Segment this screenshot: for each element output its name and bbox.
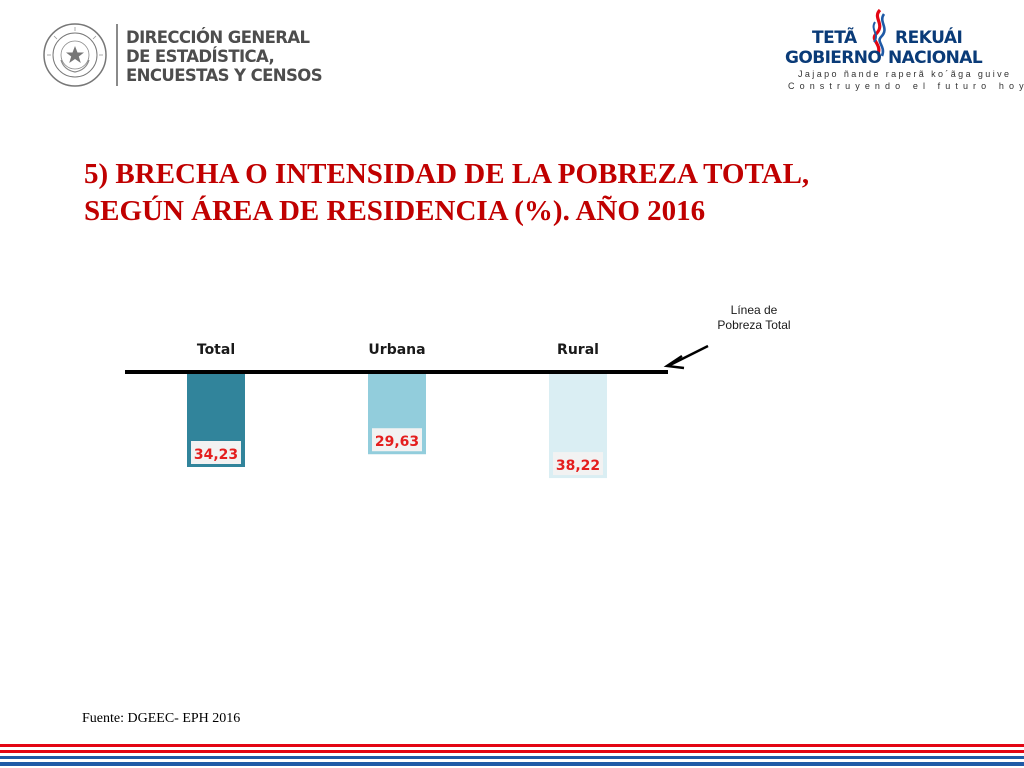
poverty-line-label-2: Pobreza Total: [717, 318, 790, 332]
stripe-red-bottom: [0, 750, 1024, 753]
footer-flag-stripes: [0, 741, 1024, 768]
dgeec-wordmark: DIRECCIÓN GENERAL DE ESTADÍSTICA, ENCUES…: [126, 28, 323, 85]
value-label-total: 34,23: [194, 447, 238, 463]
logo-word-nacional: NACIONAL: [888, 48, 983, 68]
slide-title-line-1: 5) BRECHA O INTENSIDAD DE LA POBREZA TOT…: [84, 158, 810, 190]
logo-word-teta: TETÃ: [812, 28, 857, 48]
paraguay-seal-icon: [43, 23, 107, 87]
arrow-head-icon: [663, 355, 685, 370]
logo-divider: [116, 24, 118, 86]
flag-flame-icon: [872, 8, 886, 57]
category-label-rural: Rural: [557, 342, 599, 358]
source-note: Fuente: DGEEC- EPH 2016: [82, 711, 241, 726]
dgeec-logo: DIRECCIÓN GENERAL DE ESTADÍSTICA, ENCUES…: [42, 22, 332, 88]
logo-motto-spanish: Construyendo el futuro hoy: [788, 81, 1024, 91]
arrow-shaft: [669, 344, 709, 367]
category-label-urbana: Urbana: [368, 342, 425, 358]
value-label-box-total: [191, 441, 241, 464]
poverty-line-label-1: Línea de: [731, 303, 778, 317]
logo-motto-guarani: Jajapo ñande raperã ko´ãga guive: [798, 69, 1012, 79]
value-label-box-rural: [553, 452, 603, 476]
value-label-urbana: 29,63: [375, 434, 419, 450]
stripe-blue-bottom: [0, 762, 1024, 766]
stripe-red-top: [0, 744, 1024, 747]
dgeec-line-1: DIRECCIÓN GENERAL: [126, 28, 310, 47]
logo-word-rekuai: REKUÁI: [895, 28, 963, 48]
logo-word-gobierno: GOBIERNO: [785, 48, 882, 68]
gobierno-nacional-logo: TETÃ REKUÁI GOBIERNO NACIONAL Jajapo ñan…: [784, 8, 1024, 91]
slide-title-line-2: SEGÚN ÁREA DE RESIDENCIA (%). AÑO 2016: [84, 195, 706, 227]
value-label-box-urbana: [372, 428, 422, 452]
dgeec-line-3: ENCUESTAS Y CENSOS: [126, 66, 323, 85]
dgeec-line-2: DE ESTADÍSTICA,: [126, 47, 275, 66]
category-label-total: Total: [197, 342, 235, 358]
stripe-blue-top: [0, 756, 1024, 759]
slide-title: 5) BRECHA O INTENSIDAD DE LA POBREZA TOT…: [84, 156, 944, 230]
value-label-rural: 38,22: [556, 458, 600, 474]
